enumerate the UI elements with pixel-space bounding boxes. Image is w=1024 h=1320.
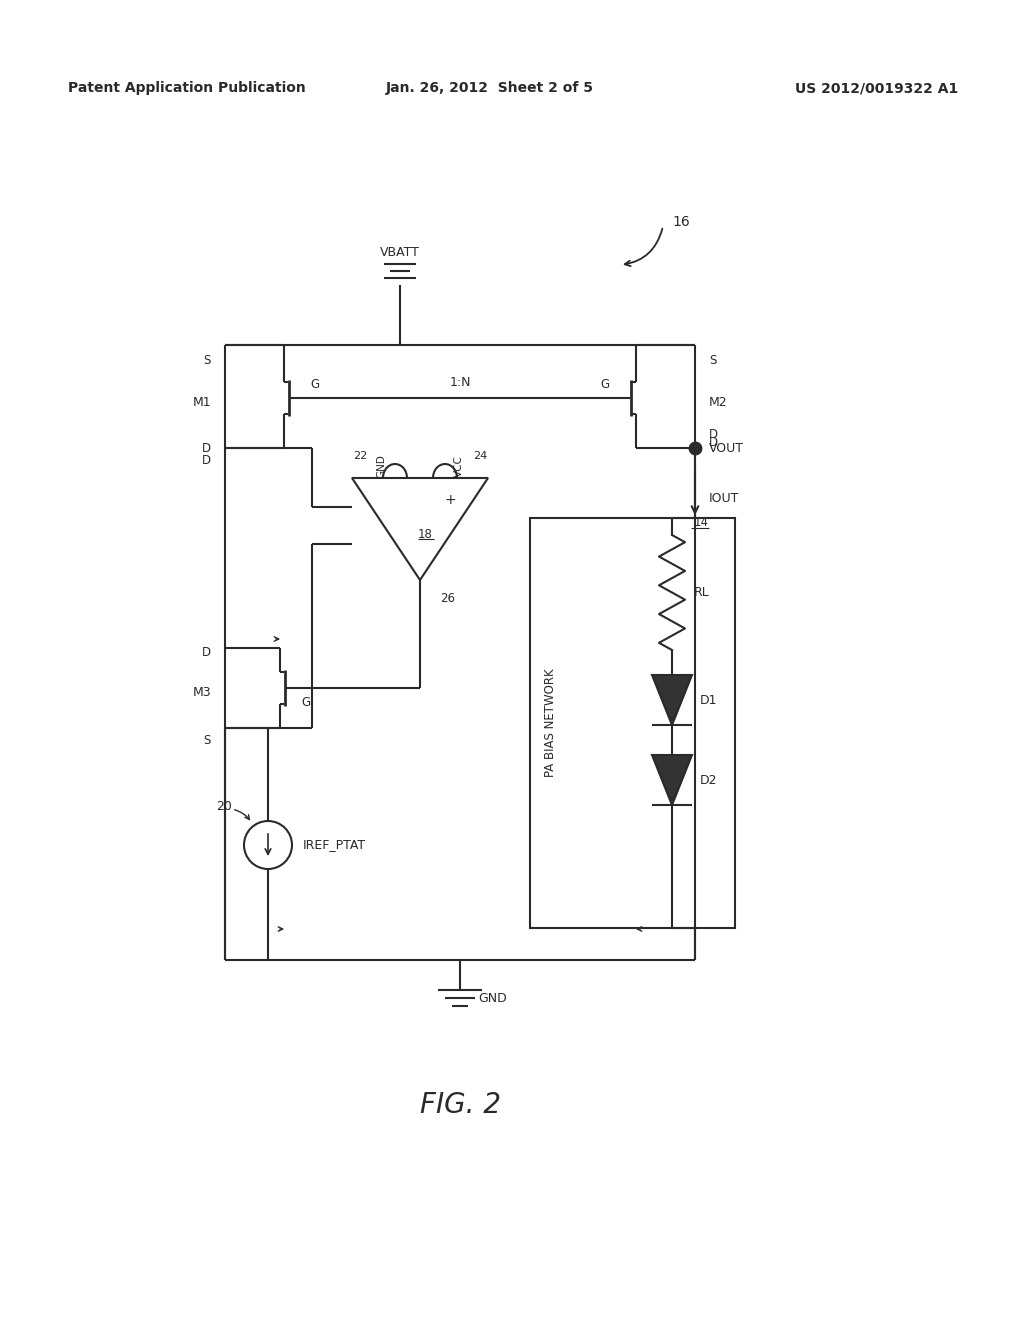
- Text: D: D: [202, 454, 211, 466]
- Text: VOUT: VOUT: [709, 441, 744, 454]
- Polygon shape: [652, 675, 692, 725]
- Text: VCC: VCC: [454, 455, 464, 477]
- Text: 18: 18: [418, 528, 432, 540]
- Text: S: S: [204, 354, 211, 367]
- Text: 20: 20: [216, 800, 231, 813]
- Bar: [530, 517, 735, 928]
- Text: 22: 22: [352, 451, 367, 461]
- Text: M2: M2: [709, 396, 728, 409]
- Text: GND: GND: [376, 454, 386, 478]
- Text: D: D: [709, 428, 718, 441]
- Text: D2: D2: [700, 774, 718, 787]
- Text: PA BIAS NETWORK: PA BIAS NETWORK: [544, 669, 556, 777]
- Text: Patent Application Publication: Patent Application Publication: [68, 81, 306, 95]
- Text: G: G: [310, 379, 319, 392]
- Text: FIG. 2: FIG. 2: [420, 1092, 501, 1119]
- Text: D: D: [202, 441, 211, 454]
- Text: G: G: [600, 379, 609, 392]
- Text: S: S: [204, 734, 211, 747]
- Text: D: D: [202, 647, 211, 660]
- Text: G: G: [301, 696, 310, 709]
- Text: US 2012/0019322 A1: US 2012/0019322 A1: [795, 81, 958, 95]
- Polygon shape: [652, 755, 692, 805]
- Text: +: +: [444, 492, 456, 507]
- Text: D: D: [709, 437, 718, 450]
- Text: 1:N: 1:N: [450, 376, 471, 389]
- Text: D1: D1: [700, 693, 718, 706]
- Text: 24: 24: [473, 451, 487, 461]
- FancyArrowPatch shape: [234, 809, 250, 820]
- Text: 16: 16: [672, 215, 690, 228]
- Text: 26: 26: [440, 591, 456, 605]
- Text: IOUT: IOUT: [709, 491, 739, 504]
- Text: M3: M3: [193, 686, 211, 700]
- Text: 14: 14: [694, 516, 709, 529]
- FancyArrowPatch shape: [625, 228, 663, 267]
- Text: GND: GND: [478, 991, 507, 1005]
- Text: VBATT: VBATT: [380, 246, 420, 259]
- Text: S: S: [709, 354, 717, 367]
- Text: RL: RL: [694, 586, 710, 598]
- Text: Jan. 26, 2012  Sheet 2 of 5: Jan. 26, 2012 Sheet 2 of 5: [386, 81, 594, 95]
- Text: IREF_PTAT: IREF_PTAT: [303, 838, 367, 851]
- Text: M1: M1: [193, 396, 211, 409]
